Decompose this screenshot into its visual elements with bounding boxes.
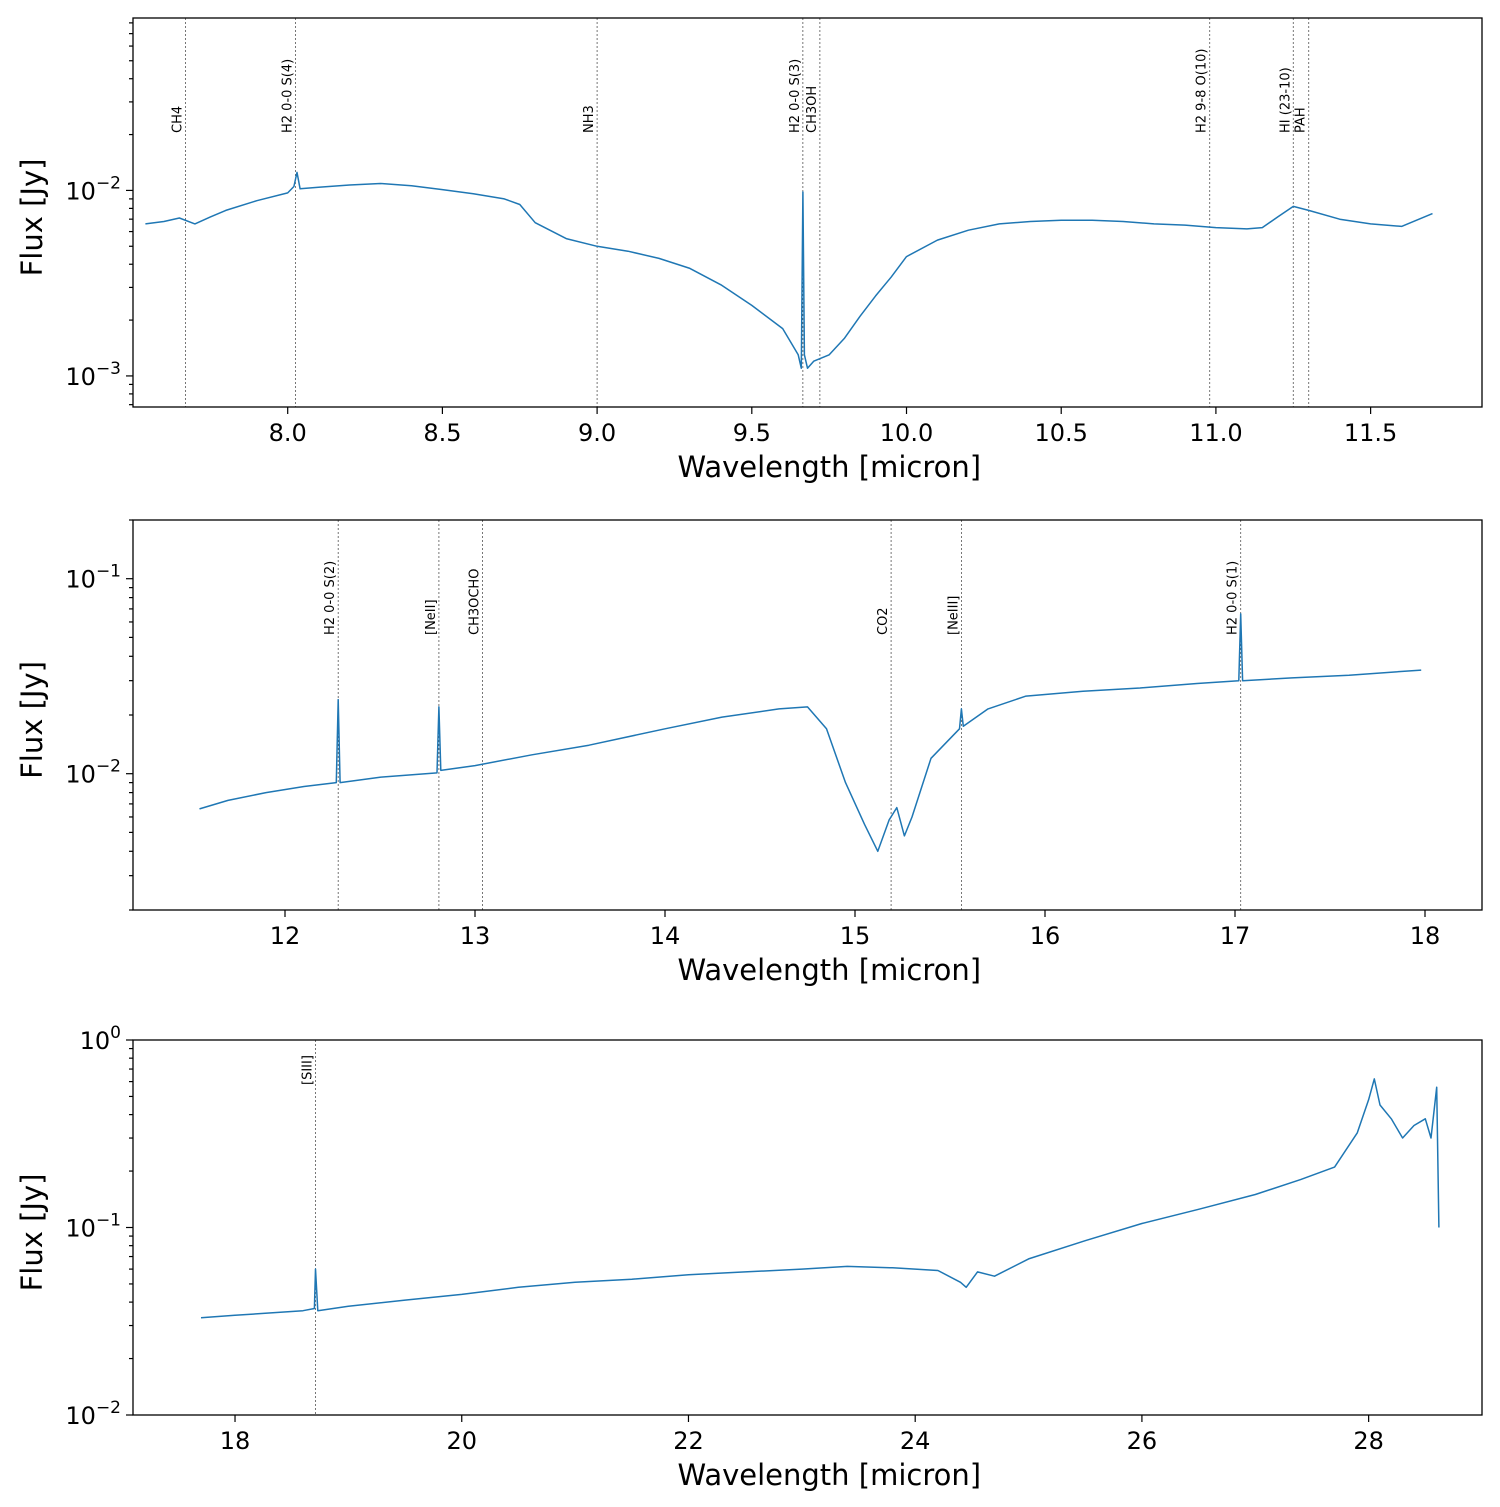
x-tick-label: 11.0 (1189, 419, 1242, 447)
line-label: H2 9-8 O(10) (1195, 49, 1210, 133)
line-label: PAH (1294, 107, 1309, 133)
line-label: H2 0-0 S(2) (323, 561, 338, 635)
y-tick-label: 10−1 (65, 1211, 121, 1243)
line-label: [NeIII] (946, 596, 961, 635)
x-tick-label: 8.0 (269, 419, 307, 447)
x-axis-title: Wavelength [micron] (678, 450, 982, 484)
line-label: [SIII] (301, 1055, 316, 1085)
y-axis-title: Flux [Jy] (15, 661, 49, 779)
spectrum-line (200, 1078, 1440, 1319)
y-tick-label: 100 (80, 1023, 121, 1055)
plot-frame (132, 1039, 1483, 1416)
x-tick-label: 9.0 (578, 419, 616, 447)
x-tick-label: 26 (1127, 1427, 1158, 1455)
x-tick-label: 9.5 (733, 419, 771, 447)
x-tick-label: 24 (900, 1427, 931, 1455)
y-axis-title: Flux [Jy] (15, 1174, 49, 1292)
plot-frame (132, 17, 1483, 408)
line-label: CH3OCHO (468, 569, 483, 635)
y-axis-title: Flux [Jy] (15, 159, 49, 277)
spectrum-line (199, 613, 1422, 853)
y-tick-label: 10−1 (65, 562, 121, 594)
y-tick-label: 10−2 (65, 173, 121, 205)
y-tick-label: 10−2 (65, 757, 121, 789)
spectrum-line (145, 171, 1433, 369)
x-tick-label: 12 (270, 922, 301, 950)
x-tick-label: 28 (1353, 1427, 1384, 1455)
x-tick-label: 13 (460, 922, 491, 950)
x-axis-title: Wavelength [micron] (678, 953, 982, 987)
line-label: CH4 (171, 106, 186, 133)
line-label: H2 0-0 S(3) (788, 59, 803, 133)
panel-middle: H2 0-0 S(2) [NeII] CH3OCHO CO2 [NeIII] H2 0-0… (15, 519, 1483, 987)
line-label: HI (23-10) (1278, 67, 1293, 133)
x-tick-label: 10.5 (1034, 419, 1087, 447)
line-label: NH3 (582, 105, 597, 133)
line-label: H2 0-0 S(4) (280, 59, 295, 133)
x-tick-label: 10.0 (880, 419, 933, 447)
y-tick-label: 10−3 (65, 359, 121, 391)
x-tick-label: 18 (1410, 922, 1441, 950)
x-tick-label: 11.5 (1344, 419, 1397, 447)
x-tick-label: 18 (220, 1427, 251, 1455)
panel-top: CH4 H2 0-0 S(4) NH3 H2 0-0 S(3) CH3OH H2 9-8 … (15, 17, 1483, 484)
panel-bottom: [SIII] 18 20 22 24 26 28 10−2 10−1 100 Wavelength … (15, 1023, 1483, 1492)
line-label: CH3OH (805, 86, 820, 133)
y-tick-label: 10−2 (65, 1398, 121, 1430)
x-tick-label: 14 (650, 922, 681, 950)
x-tick-label: 15 (840, 922, 871, 950)
x-tick-label: 16 (1030, 922, 1061, 950)
x-tick-label: 8.5 (423, 419, 461, 447)
x-axis-title: Wavelength [micron] (678, 1458, 982, 1492)
line-label: H2 0-0 S(1) (1226, 561, 1241, 635)
x-tick-label: 22 (673, 1427, 704, 1455)
line-label: CO2 (876, 607, 891, 635)
x-tick-label: 20 (446, 1427, 477, 1455)
line-label: [NeII] (424, 599, 439, 635)
x-tick-label: 17 (1220, 922, 1251, 950)
